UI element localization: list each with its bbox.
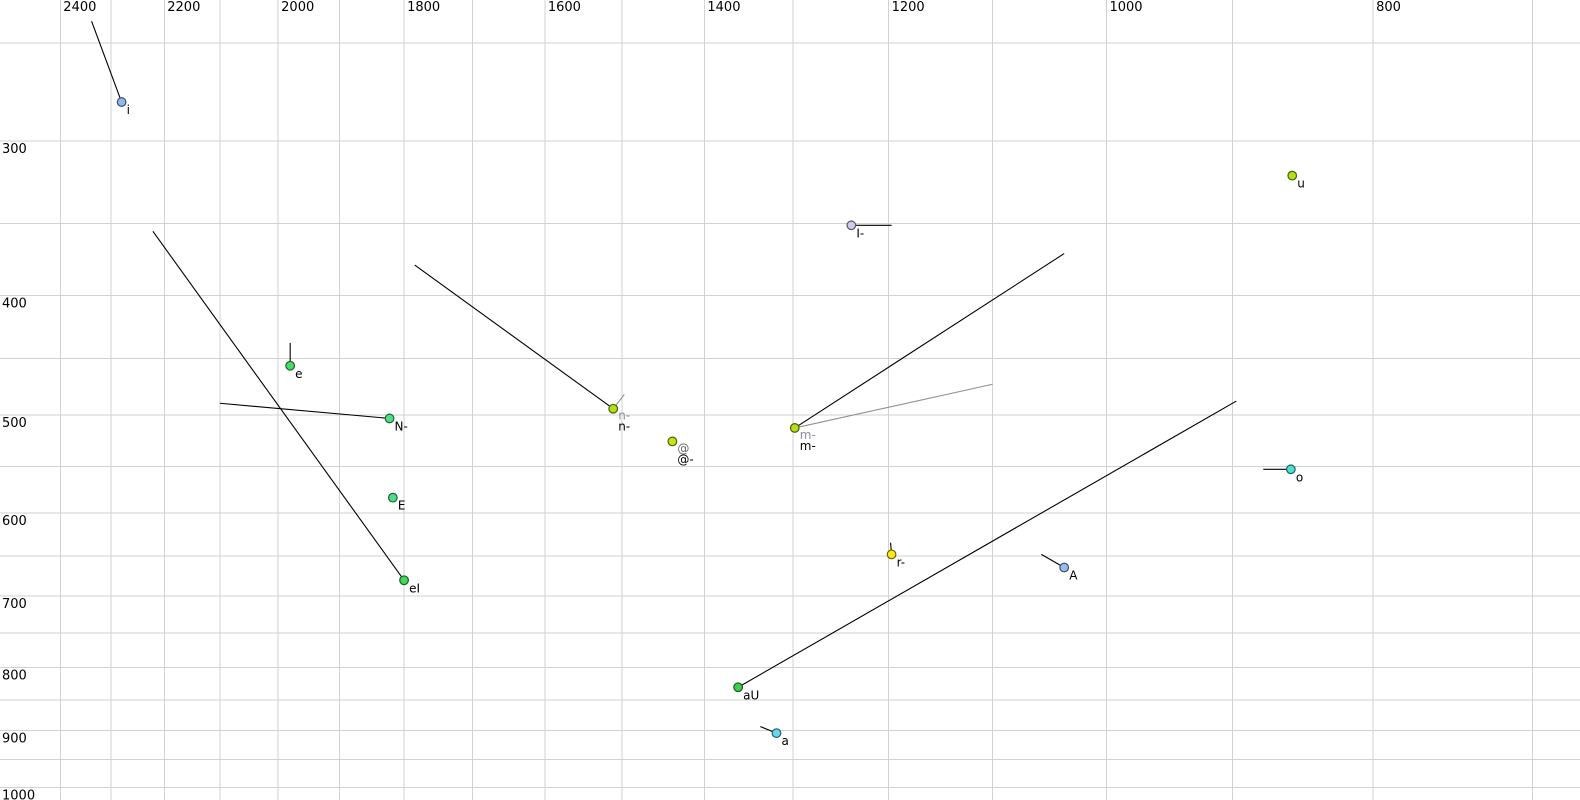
y-axis-tick-labels: 300 400 500 600 700 800 900 1000 — [2, 142, 35, 800]
vowel-label: m- — [800, 439, 816, 453]
vowel-label: A — [1069, 568, 1078, 582]
vowel-marker-@-[interactable] — [667, 436, 678, 447]
vowel-point-group: r- — [886, 549, 906, 569]
trajectory-line — [737, 400, 1237, 688]
y-tick-label: 700 — [2, 597, 27, 612]
vowel-label-secondary: m- — [800, 428, 816, 442]
vowel-point-group: aU — [733, 682, 759, 702]
trajectory-line — [414, 264, 614, 410]
vowel-marker-u[interactable] — [1287, 170, 1298, 181]
vowel-point-group: n-n- — [608, 403, 630, 434]
vowel-marker-aU[interactable] — [733, 682, 744, 693]
vowel-marker-a[interactable] — [771, 728, 782, 739]
x-axis-tick-labels: 2400 2200 2000 1800 1600 1400 1200 1000 800 — [63, 0, 1401, 15]
y-tick-label: 800 — [2, 668, 27, 683]
vowel-label: r- — [897, 555, 906, 569]
y-tick-label: 500 — [2, 416, 27, 431]
y-tick-label: 600 — [2, 514, 27, 529]
trajectory-line — [219, 402, 390, 419]
y-tick-label: 1000 — [2, 788, 35, 800]
trajectory-line — [91, 21, 123, 103]
vowel-point-group: N- — [384, 413, 408, 433]
trajectory-line — [794, 253, 1065, 429]
vowel-point-group: o — [1285, 464, 1303, 484]
vowel-label: I- — [856, 226, 864, 240]
vowel-label: i — [127, 103, 130, 117]
vowel-marker-o[interactable] — [1285, 464, 1296, 475]
vowel-label-secondary: n- — [618, 409, 630, 423]
x-tick-label: 1600 — [548, 0, 581, 15]
vowel-point-group: m-m- — [789, 423, 816, 453]
vowel-label: N- — [395, 419, 408, 433]
x-tick-label: 1400 — [707, 0, 740, 15]
vowel-marker-r-[interactable] — [886, 549, 897, 560]
vowel-label: u — [1297, 177, 1305, 191]
trajectory-line — [152, 231, 405, 581]
vowel-point-group: @@- — [667, 436, 694, 466]
formant-trajectories — [91, 21, 1291, 734]
vowel-point-group: a — [771, 728, 789, 748]
vowel-label: e — [295, 367, 302, 381]
vowel-label-secondary: @ — [677, 441, 689, 455]
vowel-point-group: e — [285, 360, 303, 381]
vowel-marker-E[interactable] — [387, 492, 398, 503]
vowel-point-group: u — [1287, 170, 1305, 191]
vowel-point-group: A — [1059, 562, 1078, 582]
vowel-label: n- — [618, 420, 630, 434]
vowel-marker-i[interactable] — [116, 97, 127, 107]
vowel-point-group: i — [116, 97, 130, 117]
vowel-label: o — [1296, 470, 1303, 484]
vowel-marker-I-[interactable] — [846, 220, 857, 231]
vowel-marker-A[interactable] — [1059, 562, 1070, 573]
x-tick-label: 1200 — [892, 0, 925, 15]
y-tick-label: 400 — [2, 296, 27, 311]
vowel-marker-N-[interactable] — [384, 413, 395, 424]
vowel-marker-m-[interactable] — [789, 423, 800, 433]
x-tick-label: 2000 — [281, 0, 314, 15]
y-tick-label: 300 — [2, 142, 27, 157]
vowel-label: aU — [743, 688, 759, 702]
vowel-marker-eI[interactable] — [399, 575, 409, 586]
vowel-point-group: I- — [846, 220, 864, 240]
x-tick-label: 800 — [1376, 0, 1401, 15]
y-tick-label: 900 — [2, 732, 27, 747]
vowel-label: a — [782, 734, 789, 748]
vowel-marker-e[interactable] — [285, 360, 296, 371]
vowel-label: E — [398, 499, 406, 513]
x-tick-label: 2400 — [63, 0, 96, 15]
vowel-label: eI — [409, 581, 420, 595]
vowel-point-group: eI — [399, 575, 420, 595]
vowel-point-group: E — [387, 492, 406, 513]
x-tick-label: 2200 — [167, 0, 200, 15]
x-tick-label: 1800 — [407, 0, 440, 15]
x-tick-label: 1000 — [1109, 0, 1142, 15]
trajectory-line — [794, 383, 993, 429]
vowel-label: @- — [677, 452, 693, 466]
vowel-points: i u I-e N-n-n- @@- m-m-o Er- AeI aU a — [116, 97, 1305, 748]
vowel-marker-n-[interactable] — [608, 403, 619, 414]
